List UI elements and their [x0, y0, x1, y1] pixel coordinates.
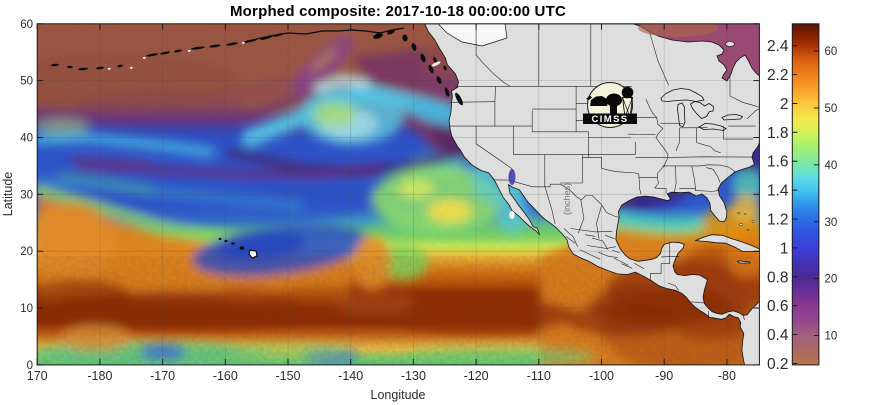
svg-text:-160: -160: [213, 369, 238, 383]
svg-text:1: 1: [780, 240, 789, 257]
svg-text:-80: -80: [718, 369, 736, 383]
svg-text:(inches): (inches): [562, 183, 572, 215]
svg-text:Morphed composite: 2017-10-18: Morphed composite: 2017-10-18 00:00:00 U…: [230, 3, 566, 20]
svg-text:1.8: 1.8: [767, 125, 789, 142]
svg-text:2: 2: [780, 96, 789, 113]
svg-text:2.2: 2.2: [767, 67, 789, 84]
svg-text:-110: -110: [527, 369, 551, 383]
svg-text:-180: -180: [87, 369, 112, 383]
svg-text:60: 60: [20, 19, 33, 31]
svg-text:0.4: 0.4: [767, 327, 789, 344]
svg-text:30: 30: [825, 217, 838, 229]
svg-text:Longitude: Longitude: [371, 388, 426, 402]
svg-text:-90: -90: [655, 369, 673, 383]
svg-text:40: 40: [20, 133, 33, 145]
svg-text:30: 30: [20, 189, 33, 201]
svg-text:Latitude: Latitude: [1, 172, 15, 217]
svg-text:60: 60: [825, 46, 838, 58]
svg-text:-130: -130: [401, 369, 426, 383]
svg-text:-140: -140: [338, 369, 363, 383]
svg-text:-170: -170: [150, 369, 175, 383]
svg-text:-150: -150: [275, 369, 300, 383]
svg-text:20: 20: [20, 246, 33, 258]
svg-text:1.4: 1.4: [767, 183, 789, 200]
svg-text:0.2: 0.2: [767, 356, 789, 373]
svg-text:-100: -100: [589, 369, 614, 383]
svg-text:170: 170: [27, 369, 48, 383]
svg-text:CIMSS: CIMSS: [591, 114, 628, 125]
svg-text:1.6: 1.6: [767, 154, 789, 171]
svg-text:40: 40: [825, 160, 838, 172]
svg-text:-120: -120: [464, 369, 489, 383]
svg-text:2.4: 2.4: [767, 38, 789, 55]
svg-text:0.6: 0.6: [767, 298, 789, 315]
svg-text:50: 50: [825, 103, 838, 115]
svg-text:10: 10: [20, 303, 33, 315]
svg-text:0.8: 0.8: [767, 269, 789, 286]
svg-text:0: 0: [27, 360, 33, 372]
svg-text:20: 20: [825, 274, 838, 286]
svg-text:10: 10: [825, 331, 838, 343]
svg-text:1.2: 1.2: [767, 212, 789, 229]
svg-text:50: 50: [20, 76, 33, 88]
